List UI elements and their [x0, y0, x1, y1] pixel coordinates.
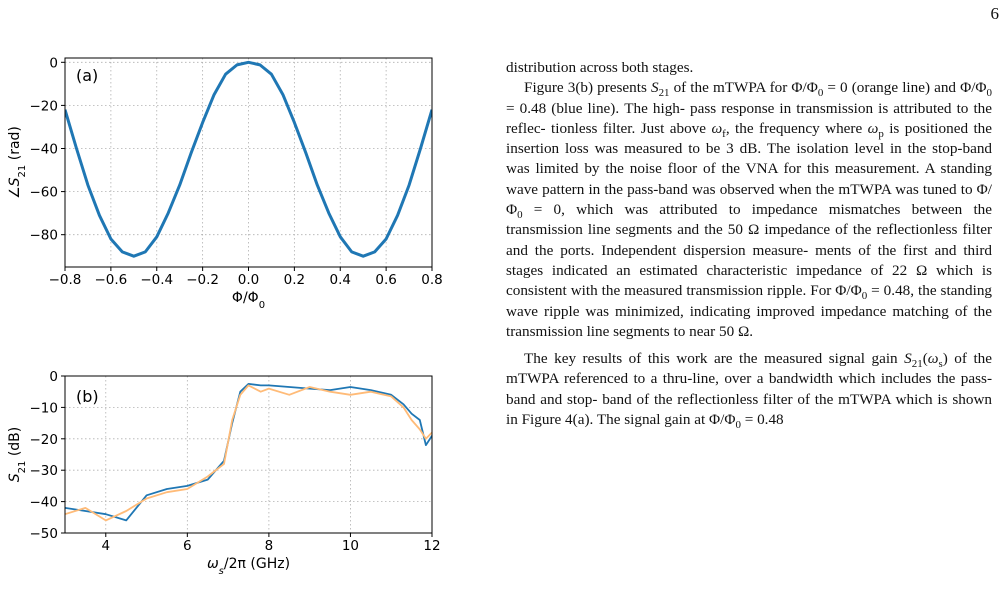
text-line: impedance matching of the transmission l… — [506, 302, 992, 340]
text-line: noise floor of the VNA for this measurem… — [629, 160, 993, 178]
x-axis-label: Φ/Φ0 — [232, 290, 265, 311]
x-tick-label: 10 — [342, 538, 359, 554]
text-line: over a bandwidth which includes the pass… — [506, 370, 993, 408]
x-tick-label: 6 — [183, 538, 192, 554]
axes-frame — [64, 375, 433, 534]
text-line: ments of the first and third stages indi… — [506, 241, 992, 279]
x-axis-label: ωs/2π (GHz) — [207, 556, 290, 577]
series-line-orange — [65, 384, 432, 522]
panel-a-phase-plot: −0.8 −0.6 −0.4 −0.2 0.0 0.2 0.4 0.6 0.8 0 −20 −40 −6… — [7, 55, 443, 310]
y-tick-label: 0 — [49, 369, 58, 385]
text-line: Figure 3(b) presents S21 of the mTWPA fo… — [524, 79, 848, 100]
text-line: to impedance mismatches between the tran… — [506, 201, 993, 239]
text-line: The key results of this work are the mea… — [524, 350, 865, 368]
x-tick-label: −0.6 — [94, 272, 127, 288]
x-axis-label-subscript: s — [219, 566, 224, 577]
x-tick-label: 0.2 — [284, 272, 305, 288]
text-line: positioned the insertion loss was measur… — [506, 119, 993, 158]
x-tick-label: −0.8 — [49, 272, 82, 288]
panel-b-transmission-plot: 4 6 8 10 12 0 −10 −20 −30 −40 −50 (b) ωs/2π (GHz) S21… — [7, 369, 441, 577]
x-tick-label: 0.0 — [238, 272, 259, 288]
x-tick-label: 4 — [101, 538, 110, 554]
y-axis-label-s: S — [7, 473, 23, 482]
y-axis-label: S21 (dB) — [7, 427, 28, 483]
text-line: (orange line) and Φ/Φ0 = 0.48 (blue line… — [506, 79, 993, 117]
x-axis-label-omega: ω — [207, 556, 219, 572]
panel-label: (b) — [76, 387, 99, 406]
page-number: 6 — [990, 4, 1000, 23]
text-line: the measured transmission ripple. For Φ/… — [601, 282, 937, 303]
series-line-blue — [65, 60, 432, 258]
x-tick-label: 0.8 — [421, 272, 442, 288]
paragraph-key-results: The key results of this work are the mea… — [506, 349, 992, 430]
y-axis-label-angle: ∠ — [7, 186, 23, 199]
paragraph-figure3b-description: Figure 3(b) presents S21 of the mTWPA fo… — [506, 78, 992, 342]
text-line: characteristic impedance of 22 Ω which i… — [506, 261, 993, 300]
y-tick-label: −60 — [30, 185, 59, 201]
text-line: standing wave ripple was minimized, indi… — [506, 282, 993, 320]
y-tick-label: −20 — [30, 98, 59, 114]
text-line: segments and the 50 Ω impedance of the r… — [615, 221, 958, 239]
y-tick-label: −20 — [30, 432, 59, 448]
x-tick-label: −0.2 — [186, 272, 219, 288]
y-axis-label: ∠S21 (rad) — [7, 126, 28, 199]
y-axis-label-s: S — [7, 177, 23, 186]
y-tick-label: −40 — [30, 141, 59, 157]
y-axis-label-subscript: 21 — [17, 165, 28, 178]
x-tick-label: 0.4 — [330, 272, 351, 288]
y-tick-label: −50 — [30, 526, 59, 542]
x-axis-label-subscript: 0 — [259, 300, 265, 311]
text-line: near 50 Ω. — [689, 322, 754, 340]
x-tick-label: 0.6 — [375, 272, 396, 288]
figure-3: −0.8 −0.6 −0.4 −0.2 0.0 0.2 0.4 0.6 0.8 0 −20 −40 −6… — [7, 55, 443, 577]
text-line: tionless filter. Just above ωf, the freq… — [551, 119, 900, 140]
y-tick-label: 0 — [49, 55, 58, 71]
y-axis-label-unit: (rad) — [7, 126, 23, 165]
paragraph-continuation: distribution across both stages. — [506, 58, 992, 78]
text-line: shown in Figure 4(a). The signal gain at… — [506, 390, 993, 432]
y-tick-label: −40 — [30, 495, 59, 511]
body-text-column: distribution across both stages. Figure … — [506, 58, 992, 431]
text-line: The isolation level in the stop-band was… — [506, 140, 993, 178]
y-tick-label: −10 — [30, 400, 59, 416]
text-line: pass response in transmission is attribu… — [506, 99, 992, 137]
text-line: wave pattern in the pass-band was observ… — [506, 180, 835, 198]
x-axis-label-text: Φ/Φ — [232, 290, 259, 306]
y-axis-label-subscript: 21 — [17, 461, 28, 474]
y-tick-label: −80 — [30, 228, 59, 244]
y-tick-label: −30 — [30, 463, 59, 479]
y-axis-label-unit: (dB) — [7, 427, 23, 461]
text-line: band of the reflectionless filter of the… — [602, 390, 948, 408]
x-tick-label: 12 — [423, 538, 440, 554]
text-line: gain S21(ωs) of the mTWPA referenced to … — [506, 350, 992, 388]
text-line: mTWPA was tuned to Φ/Φ0 = 0, which was a… — [506, 180, 993, 222]
x-axis-label-unit: /2π (GHz) — [224, 556, 290, 572]
panel-label: (a) — [76, 66, 98, 85]
text-line: distribution across both stages. — [506, 59, 694, 76]
series-line-blue — [65, 382, 432, 522]
x-tick-label: 8 — [265, 538, 274, 554]
x-tick-label: −0.4 — [140, 272, 173, 288]
text-line: filter and the ports. Independent disper… — [506, 221, 992, 259]
